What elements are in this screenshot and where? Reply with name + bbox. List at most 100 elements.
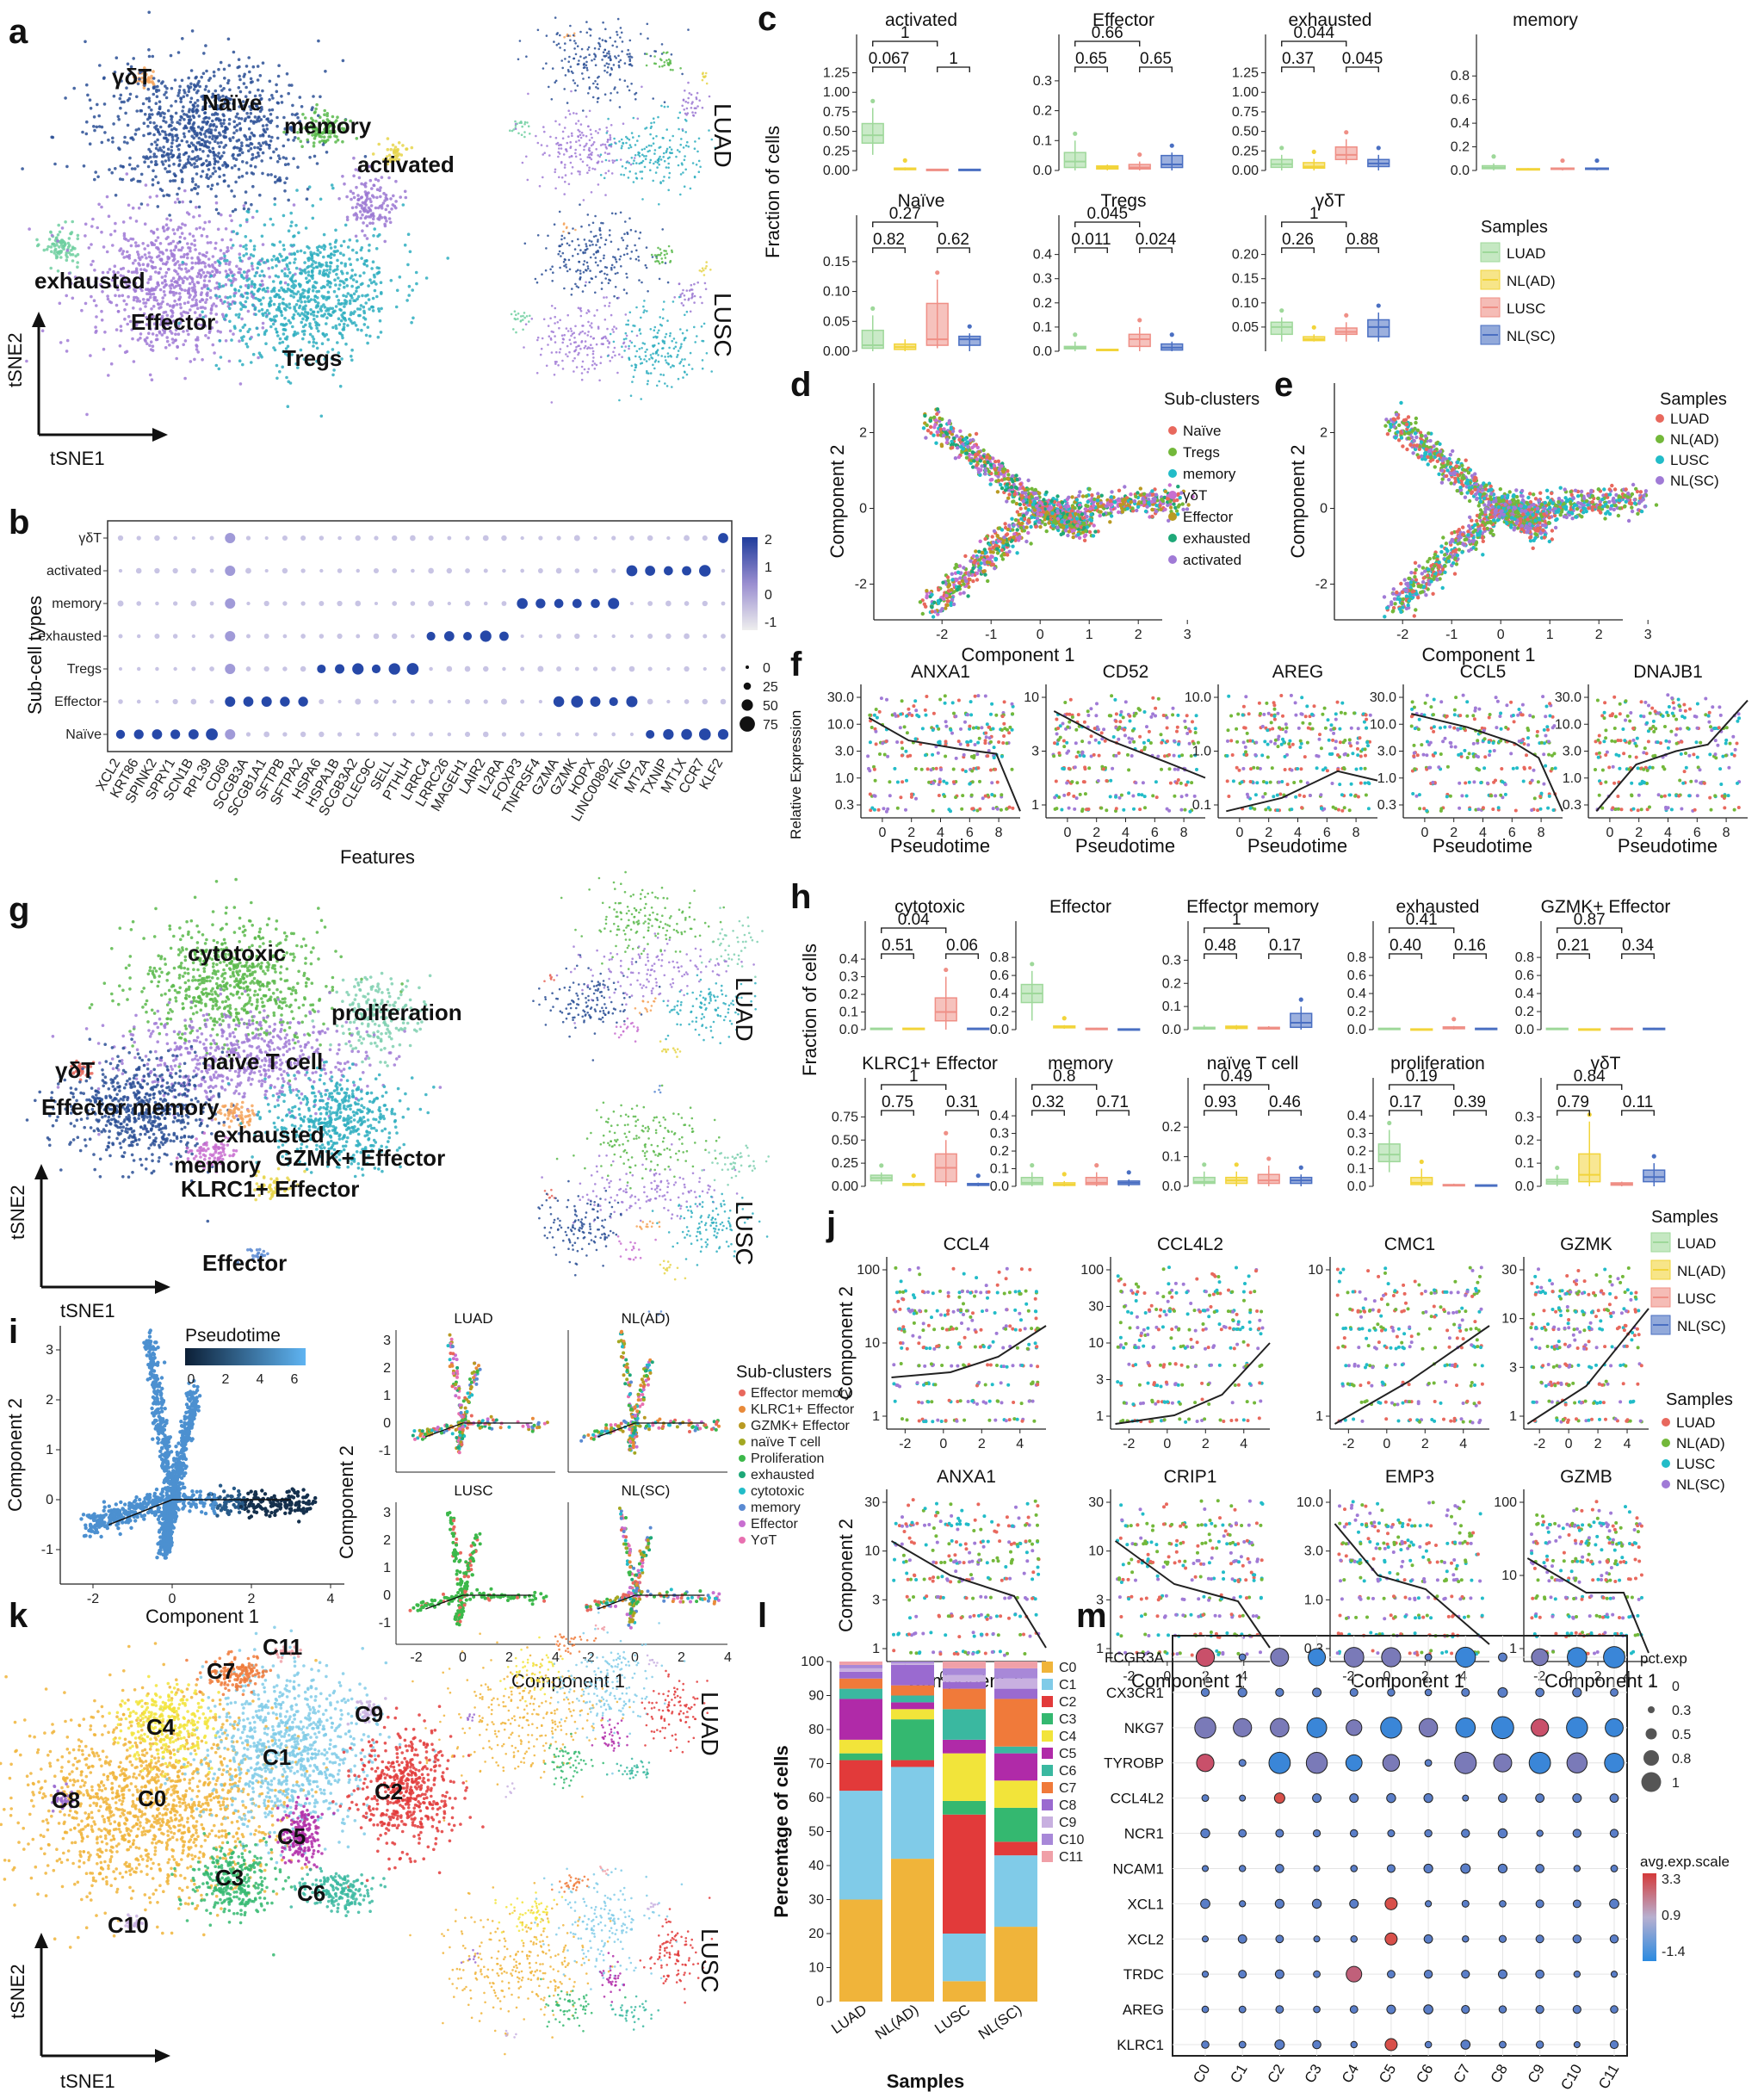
panel-a-point [334, 241, 337, 244]
panel-a-point [162, 263, 165, 266]
panel-a-point [207, 116, 211, 120]
panel-a-point [325, 264, 329, 268]
panel-a-point [189, 282, 192, 286]
panel-a-point [379, 186, 382, 189]
panel-a-point [198, 214, 201, 218]
panel-a-letter: a [9, 13, 28, 51]
panel-a-point [390, 279, 393, 282]
panel-a-point [114, 222, 117, 226]
panel-a-point [185, 114, 189, 117]
panel-a-side-luad-point [580, 137, 583, 139]
panel-a-side-luad-point [563, 88, 566, 90]
panel-a-point [127, 239, 130, 243]
panel-a-point [344, 295, 348, 299]
panel-a-point [251, 280, 254, 283]
panel-a-point [139, 258, 142, 262]
panel-a-side-luad-point [588, 147, 591, 150]
panel-a-point [293, 244, 296, 247]
panel-a-point [286, 72, 289, 76]
panel-a-point [183, 118, 186, 121]
panel-a-point [159, 267, 163, 270]
panel-a-side-luad-point [665, 150, 668, 152]
panel-a-side-luad-point [619, 106, 622, 108]
panel-a-side-luad-point [567, 109, 570, 112]
panel-a-point [119, 107, 122, 110]
panel-a-side-luad-point [597, 101, 599, 103]
panel-a-point [233, 126, 237, 129]
panel-a-point [282, 145, 286, 148]
panel-a-point [170, 114, 173, 118]
panel-a-point [300, 139, 303, 143]
panel-a-point [183, 91, 187, 95]
panel-a-point [275, 328, 278, 331]
panel-a-point [307, 270, 311, 274]
panel-a-point [354, 212, 357, 215]
panel-a-point [200, 262, 203, 265]
panel-a-point [170, 279, 174, 282]
panel-a-point [380, 291, 383, 294]
panel-a-point [205, 70, 208, 73]
panel-a-point [289, 289, 293, 293]
panel-a-point [276, 257, 280, 260]
panel-a-point [67, 242, 71, 245]
panel-a-side-luad-point [618, 140, 621, 143]
panel-a-point [372, 309, 375, 313]
panel-a-point [254, 313, 257, 317]
panel-a-point [191, 126, 195, 129]
panel-a-point [199, 300, 202, 303]
panel-a-point [288, 303, 291, 306]
panel-a-point [259, 74, 263, 77]
panel-a-point [174, 201, 177, 204]
panel-a-point [225, 339, 228, 343]
panel-a-point [230, 189, 233, 193]
panel-a-side-luad-point [604, 28, 607, 31]
panel-a-point [125, 303, 128, 306]
panel-a-side-luad-point [595, 130, 597, 133]
panel-a-point [207, 280, 211, 283]
panel-a-point [257, 298, 260, 301]
panel-a-point [342, 312, 345, 315]
panel-a-point [178, 89, 182, 92]
panel-a-point [250, 253, 253, 257]
panel-a-point [110, 362, 114, 366]
panel-a-point [319, 96, 322, 99]
panel-a-point [183, 133, 186, 136]
panel-a-side-luad-point [694, 147, 696, 150]
panel-a-point [143, 247, 146, 251]
panel-a-side-luad-point [558, 43, 560, 46]
panel-a-point [187, 289, 190, 293]
panel-a-point [195, 76, 198, 79]
panel-a-side-luad-point [568, 183, 571, 186]
panel-a-side-luad-point [557, 142, 560, 145]
panel-a-point [182, 105, 185, 108]
panel-a-point [51, 234, 54, 238]
panel-a-side-luad-point [647, 23, 649, 26]
panel-a-point [174, 338, 177, 342]
panel-a-point [147, 106, 151, 109]
panel-a-side-luad-point [519, 40, 522, 42]
panel-a-side-luad-point [592, 83, 595, 85]
panel-a-point [362, 208, 366, 212]
panel-a-point [153, 152, 157, 156]
panel-a-point [168, 164, 171, 168]
panel-a-point [68, 237, 71, 240]
panel-a-point [156, 113, 159, 116]
panel-a-point [161, 282, 164, 285]
panel-a-point [350, 294, 353, 298]
panel-a-point [256, 267, 259, 270]
panel-a-side-luad-point [684, 101, 687, 103]
panel-a-point [225, 275, 228, 279]
panel-a-point [144, 222, 147, 226]
panel-a-point [229, 330, 232, 333]
panel-a-side-luad-point [680, 138, 683, 140]
panel-a-point [165, 87, 169, 90]
panel-a-point [133, 259, 137, 263]
panel-a-side-luad-point [610, 136, 612, 139]
panel-a-point [115, 56, 119, 59]
panel-a-point [206, 284, 209, 288]
panel-a-point [188, 145, 191, 148]
panel-a-point [90, 107, 93, 110]
panel-a-point [275, 116, 279, 120]
panel-a-side-luad-point [645, 155, 647, 158]
panel-a-side-luad-point [608, 170, 610, 172]
